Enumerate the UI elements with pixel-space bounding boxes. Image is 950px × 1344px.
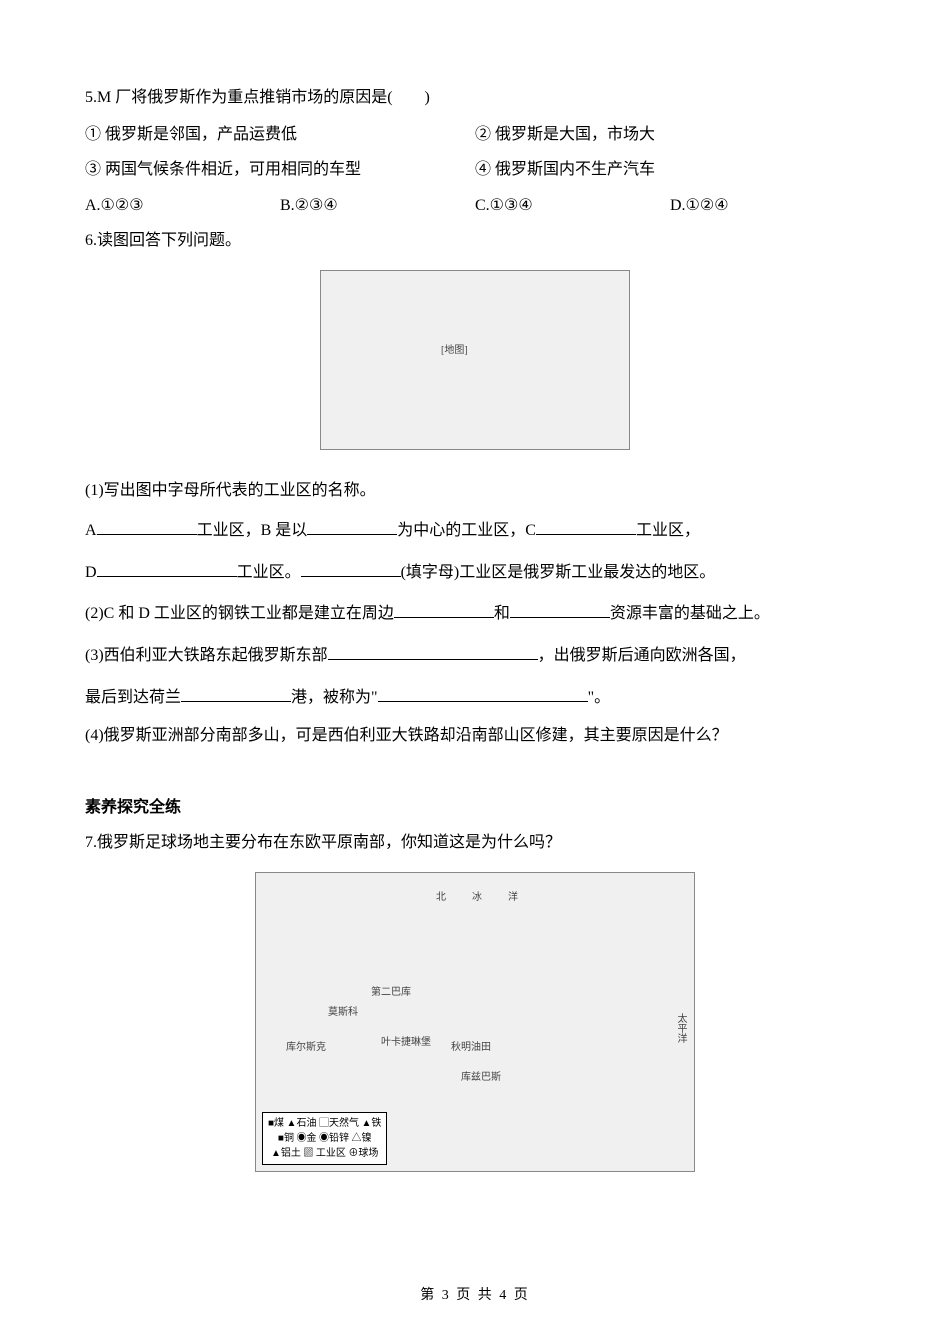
label-arctic: 北 冰 洋 bbox=[436, 888, 526, 903]
p3-post: ，出俄罗斯后通向欧洲各国， bbox=[538, 647, 746, 664]
q5-choice-a[interactable]: A.①②③ bbox=[85, 188, 280, 223]
legend-copper: ■铜 bbox=[278, 1133, 294, 1144]
blank-p3-1[interactable] bbox=[328, 644, 538, 660]
label-tyumen: 秋明油田 bbox=[451, 1038, 491, 1053]
q6-map-container: [地图] bbox=[85, 270, 865, 455]
blank-e[interactable] bbox=[301, 561, 401, 577]
blank-b[interactable] bbox=[307, 519, 397, 535]
q5-choice-d[interactable]: D.①②④ bbox=[670, 188, 865, 223]
legend-coal: ■煤 bbox=[268, 1118, 284, 1129]
legend-stadium: ⊕球场 bbox=[348, 1148, 378, 1159]
q5-opt3: ③ 两国气候条件相近，可用相同的车型 bbox=[85, 152, 475, 187]
q5-opt4: ④ 俄罗斯国内不生产汽车 bbox=[475, 152, 865, 187]
p3-pre: (3)西伯利亚大铁路东起俄罗斯东部 bbox=[85, 647, 328, 664]
text-e-post: (填字母)工业区是俄罗斯工业最发达的地区。 bbox=[401, 564, 716, 581]
p2-pre: (2)C 和 D 工业区的钢铁工业都是建立在周边 bbox=[85, 605, 394, 622]
blank-c[interactable] bbox=[536, 519, 636, 535]
blank-p2-1[interactable] bbox=[394, 602, 494, 618]
label-second-baku: 第二巴库 bbox=[371, 983, 411, 998]
label-kuzbass: 库兹巴斯 bbox=[461, 1068, 501, 1083]
q6-p3-line1: (3)西伯利亚大铁路东起俄罗斯东部 ，出俄罗斯后通向欧洲各国， bbox=[85, 635, 865, 677]
map-legend-box: ■煤 ▲石油 ▢天然气 ▲铁 ■铜 ◉金 ◉铅锌 △镍 ▲铝土 ▨ 工业区 ⊕球… bbox=[262, 1112, 387, 1165]
q6-p3-line2: 最后到达荷兰 港，被称为" "。 bbox=[85, 677, 865, 719]
q6-p2: (2)C 和 D 工业区的钢铁工业都是建立在周边 和 资源丰富的基础之上。 bbox=[85, 593, 865, 635]
label-moscow: 莫斯科 bbox=[328, 1003, 358, 1018]
legend-row1: ■煤 ▲石油 ▢天然气 ▲铁 bbox=[268, 1116, 381, 1131]
blank-p3-3[interactable] bbox=[378, 686, 588, 702]
legend-row2: ■铜 ◉金 ◉铅锌 △镍 bbox=[268, 1131, 381, 1146]
map-note: [地图] bbox=[441, 341, 468, 356]
label-yekat: 叶卡捷琳堡 bbox=[381, 1033, 431, 1048]
blank-a[interactable] bbox=[97, 519, 197, 535]
q6-stem: 6.读图回答下列问题。 bbox=[85, 223, 865, 258]
q5-choice-b[interactable]: B.②③④ bbox=[280, 188, 475, 223]
blank-p2-2[interactable] bbox=[510, 602, 610, 618]
p2-post: 资源丰富的基础之上。 bbox=[610, 605, 770, 622]
q6-p4: (4)俄罗斯亚洲部分南部多山，可是西伯利亚大铁路却沿南部山区修建，其主要原因是什… bbox=[85, 718, 865, 753]
text-b-post: 为中心的工业区，C bbox=[397, 522, 536, 539]
q7-map-container: 北 冰 洋 太平洋 莫斯科 库尔斯克 第二巴库 叶卡捷琳堡 秋明油田 库兹巴斯 … bbox=[85, 872, 865, 1177]
q5-options-row2: ③ 两国气候条件相近，可用相同的车型 ④ 俄罗斯国内不生产汽车 bbox=[85, 152, 865, 187]
p3-l2-pre: 最后到达荷兰 bbox=[85, 689, 181, 706]
page-footer: 第 3 页 共 4 页 bbox=[0, 1284, 950, 1304]
q5-choice-c[interactable]: C.①③④ bbox=[475, 188, 670, 223]
legend-oil: ▲石油 bbox=[287, 1118, 317, 1129]
legend-nickel: △镍 bbox=[351, 1133, 371, 1144]
p2-mid: 和 bbox=[494, 605, 510, 622]
text-a-post: 工业区，B 是以 bbox=[197, 522, 308, 539]
q7-stem: 7.俄罗斯足球场地主要分布在东欧平原南部，你知道这是为什么吗？ bbox=[85, 825, 865, 860]
q6-p1-line2: D 工业区。 (填字母)工业区是俄罗斯工业最发达的地区。 bbox=[85, 552, 865, 594]
q6-p1: (1)写出图中字母所代表的工业区的名称。 bbox=[85, 473, 865, 508]
section-heading: 素养探究全练 bbox=[85, 793, 865, 817]
legend-industrial: ▨ 工业区 bbox=[303, 1148, 346, 1159]
legend-gas: ▢天然气 bbox=[319, 1118, 359, 1129]
label-kursk: 库尔斯克 bbox=[286, 1038, 326, 1053]
legend-gold: ◉金 bbox=[296, 1133, 316, 1144]
q5-opt2: ② 俄罗斯是大国，市场大 bbox=[475, 117, 865, 152]
legend-bauxite: ▲铝土 bbox=[271, 1148, 301, 1159]
text-d-pre: D bbox=[85, 564, 97, 581]
q5-options-row1: ① 俄罗斯是邻国，产品运费低 ② 俄罗斯是大国，市场大 bbox=[85, 117, 865, 152]
text-c-post: 工业区， bbox=[636, 522, 700, 539]
p3-l2-mid: 港，被称为" bbox=[291, 689, 378, 706]
q5-stem: 5.M 厂将俄罗斯作为重点推销市场的原因是( ) bbox=[85, 80, 865, 115]
legend-leadzinc: ◉铅锌 bbox=[319, 1133, 349, 1144]
q7-map: 北 冰 洋 太平洋 莫斯科 库尔斯克 第二巴库 叶卡捷琳堡 秋明油田 库兹巴斯 … bbox=[255, 872, 695, 1172]
text-d-post: 工业区。 bbox=[237, 564, 301, 581]
legend-row3: ▲铝土 ▨ 工业区 ⊕球场 bbox=[268, 1146, 381, 1161]
q6-map: [地图] bbox=[320, 270, 630, 450]
blank-p3-2[interactable] bbox=[181, 686, 291, 702]
text-a-pre: A bbox=[85, 522, 97, 539]
legend-iron: ▲铁 bbox=[361, 1118, 381, 1129]
label-pacific: 太平洋 bbox=[673, 1013, 688, 1043]
q5-answers: A.①②③ B.②③④ C.①③④ D.①②④ bbox=[85, 188, 865, 223]
blank-d[interactable] bbox=[97, 561, 237, 577]
p3-l2-post: "。 bbox=[588, 689, 611, 706]
q6-p1-line1: A 工业区，B 是以 为中心的工业区，C 工业区， bbox=[85, 510, 865, 552]
q5-opt1: ① 俄罗斯是邻国，产品运费低 bbox=[85, 117, 475, 152]
